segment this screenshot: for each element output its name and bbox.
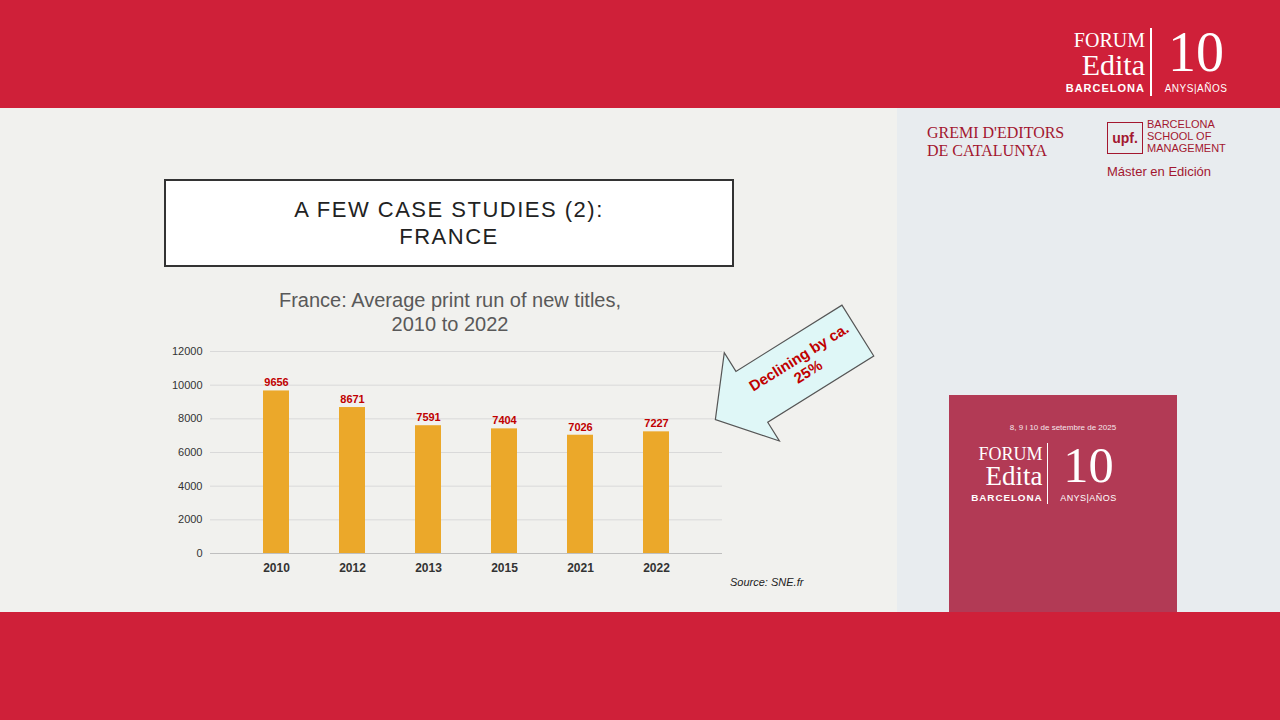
html-text:ANYS|AÑOS: ANYS|AÑOS <box>1060 492 1117 503</box>
html-text:Edita: Edita <box>1081 48 1145 81</box>
html-text:FRANCE: FRANCE <box>399 224 499 249</box>
html-text:2010 to 2022: 2010 to 2022 <box>391 313 509 335</box>
svg-text:2022: 2022 <box>643 561 670 575</box>
html-text:BARCELONA: BARCELONA <box>971 491 1043 503</box>
svg-text:2013: 2013 <box>415 561 442 575</box>
html-text:8, 9 i 10 de setembre de 2025: 8, 9 i 10 de setembre de 2025 <box>1009 423 1117 432</box>
html-text:FORUM: FORUM <box>1073 29 1145 51</box>
html-text:upf.: upf. <box>1112 130 1138 146</box>
html-text:Máster en Edición: Máster en Edición <box>1107 164 1212 179</box>
html-text:Edita: Edita <box>985 461 1043 491</box>
html-text:ANYS|AÑOS: ANYS|AÑOS <box>1164 83 1228 94</box>
svg-text:7591: 7591 <box>416 411 440 423</box>
html-text:BARCELONA: BARCELONA <box>1147 118 1215 130</box>
html-text:FORUM: FORUM <box>978 444 1043 464</box>
svg-text:2012: 2012 <box>339 561 366 575</box>
svg-text:2015: 2015 <box>491 561 518 575</box>
svg-text:2021: 2021 <box>567 561 594 575</box>
svg-text:Declining by ca.: Declining by ca. <box>746 319 852 394</box>
svg-text:8671: 8671 <box>340 393 364 405</box>
svg-text:7404: 7404 <box>492 414 517 426</box>
svg-text:0: 0 <box>196 547 202 559</box>
svg-text:4000: 4000 <box>178 480 202 492</box>
svg-text:10000: 10000 <box>172 379 203 391</box>
html-text:France: Average print run of n: France: Average print run of new titles, <box>279 289 621 311</box>
html-text:10: 10 <box>1168 21 1224 83</box>
svg-text:12000: 12000 <box>172 345 203 357</box>
svg-text:8000: 8000 <box>178 412 202 424</box>
svg-text:25%: 25% <box>791 356 825 386</box>
html-text:GREMI D'EDITORS: GREMI D'EDITORS <box>927 124 1065 141</box>
html-text:Source: SNE.fr: Source: SNE.fr <box>730 576 804 588</box>
svg-text:7227: 7227 <box>644 417 668 429</box>
html-text:BARCELONA: BARCELONA <box>1065 82 1145 94</box>
html-text:10: 10 <box>1063 436 1114 493</box>
svg-text:6000: 6000 <box>178 446 202 458</box>
svg-text:7026: 7026 <box>568 421 592 433</box>
svg-text:2000: 2000 <box>178 513 202 525</box>
svg-text:2010: 2010 <box>263 561 290 575</box>
html-text:SCHOOL OF: SCHOOL OF <box>1147 130 1212 143</box>
html-text:A FEW CASE STUDIES (2):: A FEW CASE STUDIES (2): <box>294 196 604 222</box>
html-text:MANAGEMENT: MANAGEMENT <box>1147 142 1226 155</box>
svg-text:9656: 9656 <box>264 376 288 388</box>
html-text:DE CATALUNYA: DE CATALUNYA <box>927 141 1047 159</box>
